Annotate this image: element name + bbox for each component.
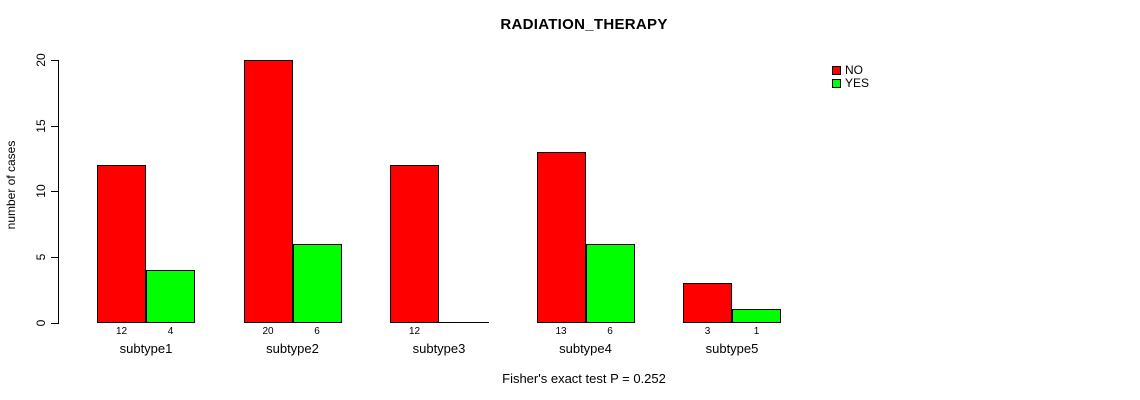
bar-value-label: 4 [167, 326, 174, 337]
y-tick-label: 15 [34, 118, 48, 133]
y-tick-mark [51, 125, 58, 127]
legend-item-yes: YES [832, 77, 869, 90]
bar-no-subtype2 [243, 60, 293, 323]
y-tick-mark [51, 60, 58, 61]
legend-swatch-yes [832, 79, 841, 88]
category-label-subtype1: subtype1 [119, 341, 173, 356]
zero-height-bar-yes-subtype3 [439, 321, 489, 323]
legend-swatch-no [832, 66, 841, 75]
y-tick-label: 10 [34, 184, 48, 198]
bar-value-label: 12 [115, 326, 128, 337]
bar-no-subtype1 [97, 165, 146, 323]
bar-value-label: 1 [753, 326, 760, 337]
bar-yes-subtype4 [585, 243, 635, 323]
y-tick-mark [51, 322, 58, 324]
legend-label: NO [845, 63, 863, 77]
bar-value-label: 3 [704, 326, 711, 337]
y-tick-mark [51, 191, 58, 193]
bar-value-label: 20 [262, 326, 274, 337]
statistical-test-note: Fisher's exact test P = 0.252 [502, 371, 666, 386]
bar-no-subtype4 [536, 151, 586, 323]
bar-yes-subtype2 [292, 243, 342, 323]
bar-yes-subtype5 [732, 309, 781, 323]
category-label-subtype4: subtype4 [559, 341, 612, 356]
y-axis-line [58, 60, 59, 324]
y-tick-label: 20 [34, 53, 48, 67]
bar-no-subtype5 [683, 283, 732, 323]
legend-label: YES [845, 76, 870, 90]
category-label-subtype5: subtype5 [705, 341, 759, 356]
chart-title: RADIATION_THERAPY [500, 16, 668, 33]
bar-value-label: 6 [314, 326, 320, 337]
bar-yes-subtype1 [146, 270, 195, 323]
bar-value-label: 6 [607, 326, 613, 337]
category-label-subtype2: subtype2 [266, 341, 319, 356]
bar-value-label: 13 [555, 326, 567, 337]
bar-no-subtype3 [390, 165, 439, 323]
category-label-subtype3: subtype3 [412, 341, 466, 356]
legend: NO YES [832, 64, 869, 90]
y-tick-label: 0 [34, 319, 48, 326]
y-tick-label: 5 [34, 253, 48, 261]
y-tick-mark [51, 256, 58, 258]
legend-item-no: NO [832, 64, 869, 77]
bar-value-label: 12 [408, 326, 421, 337]
y-axis-label: number of cases [4, 140, 18, 230]
